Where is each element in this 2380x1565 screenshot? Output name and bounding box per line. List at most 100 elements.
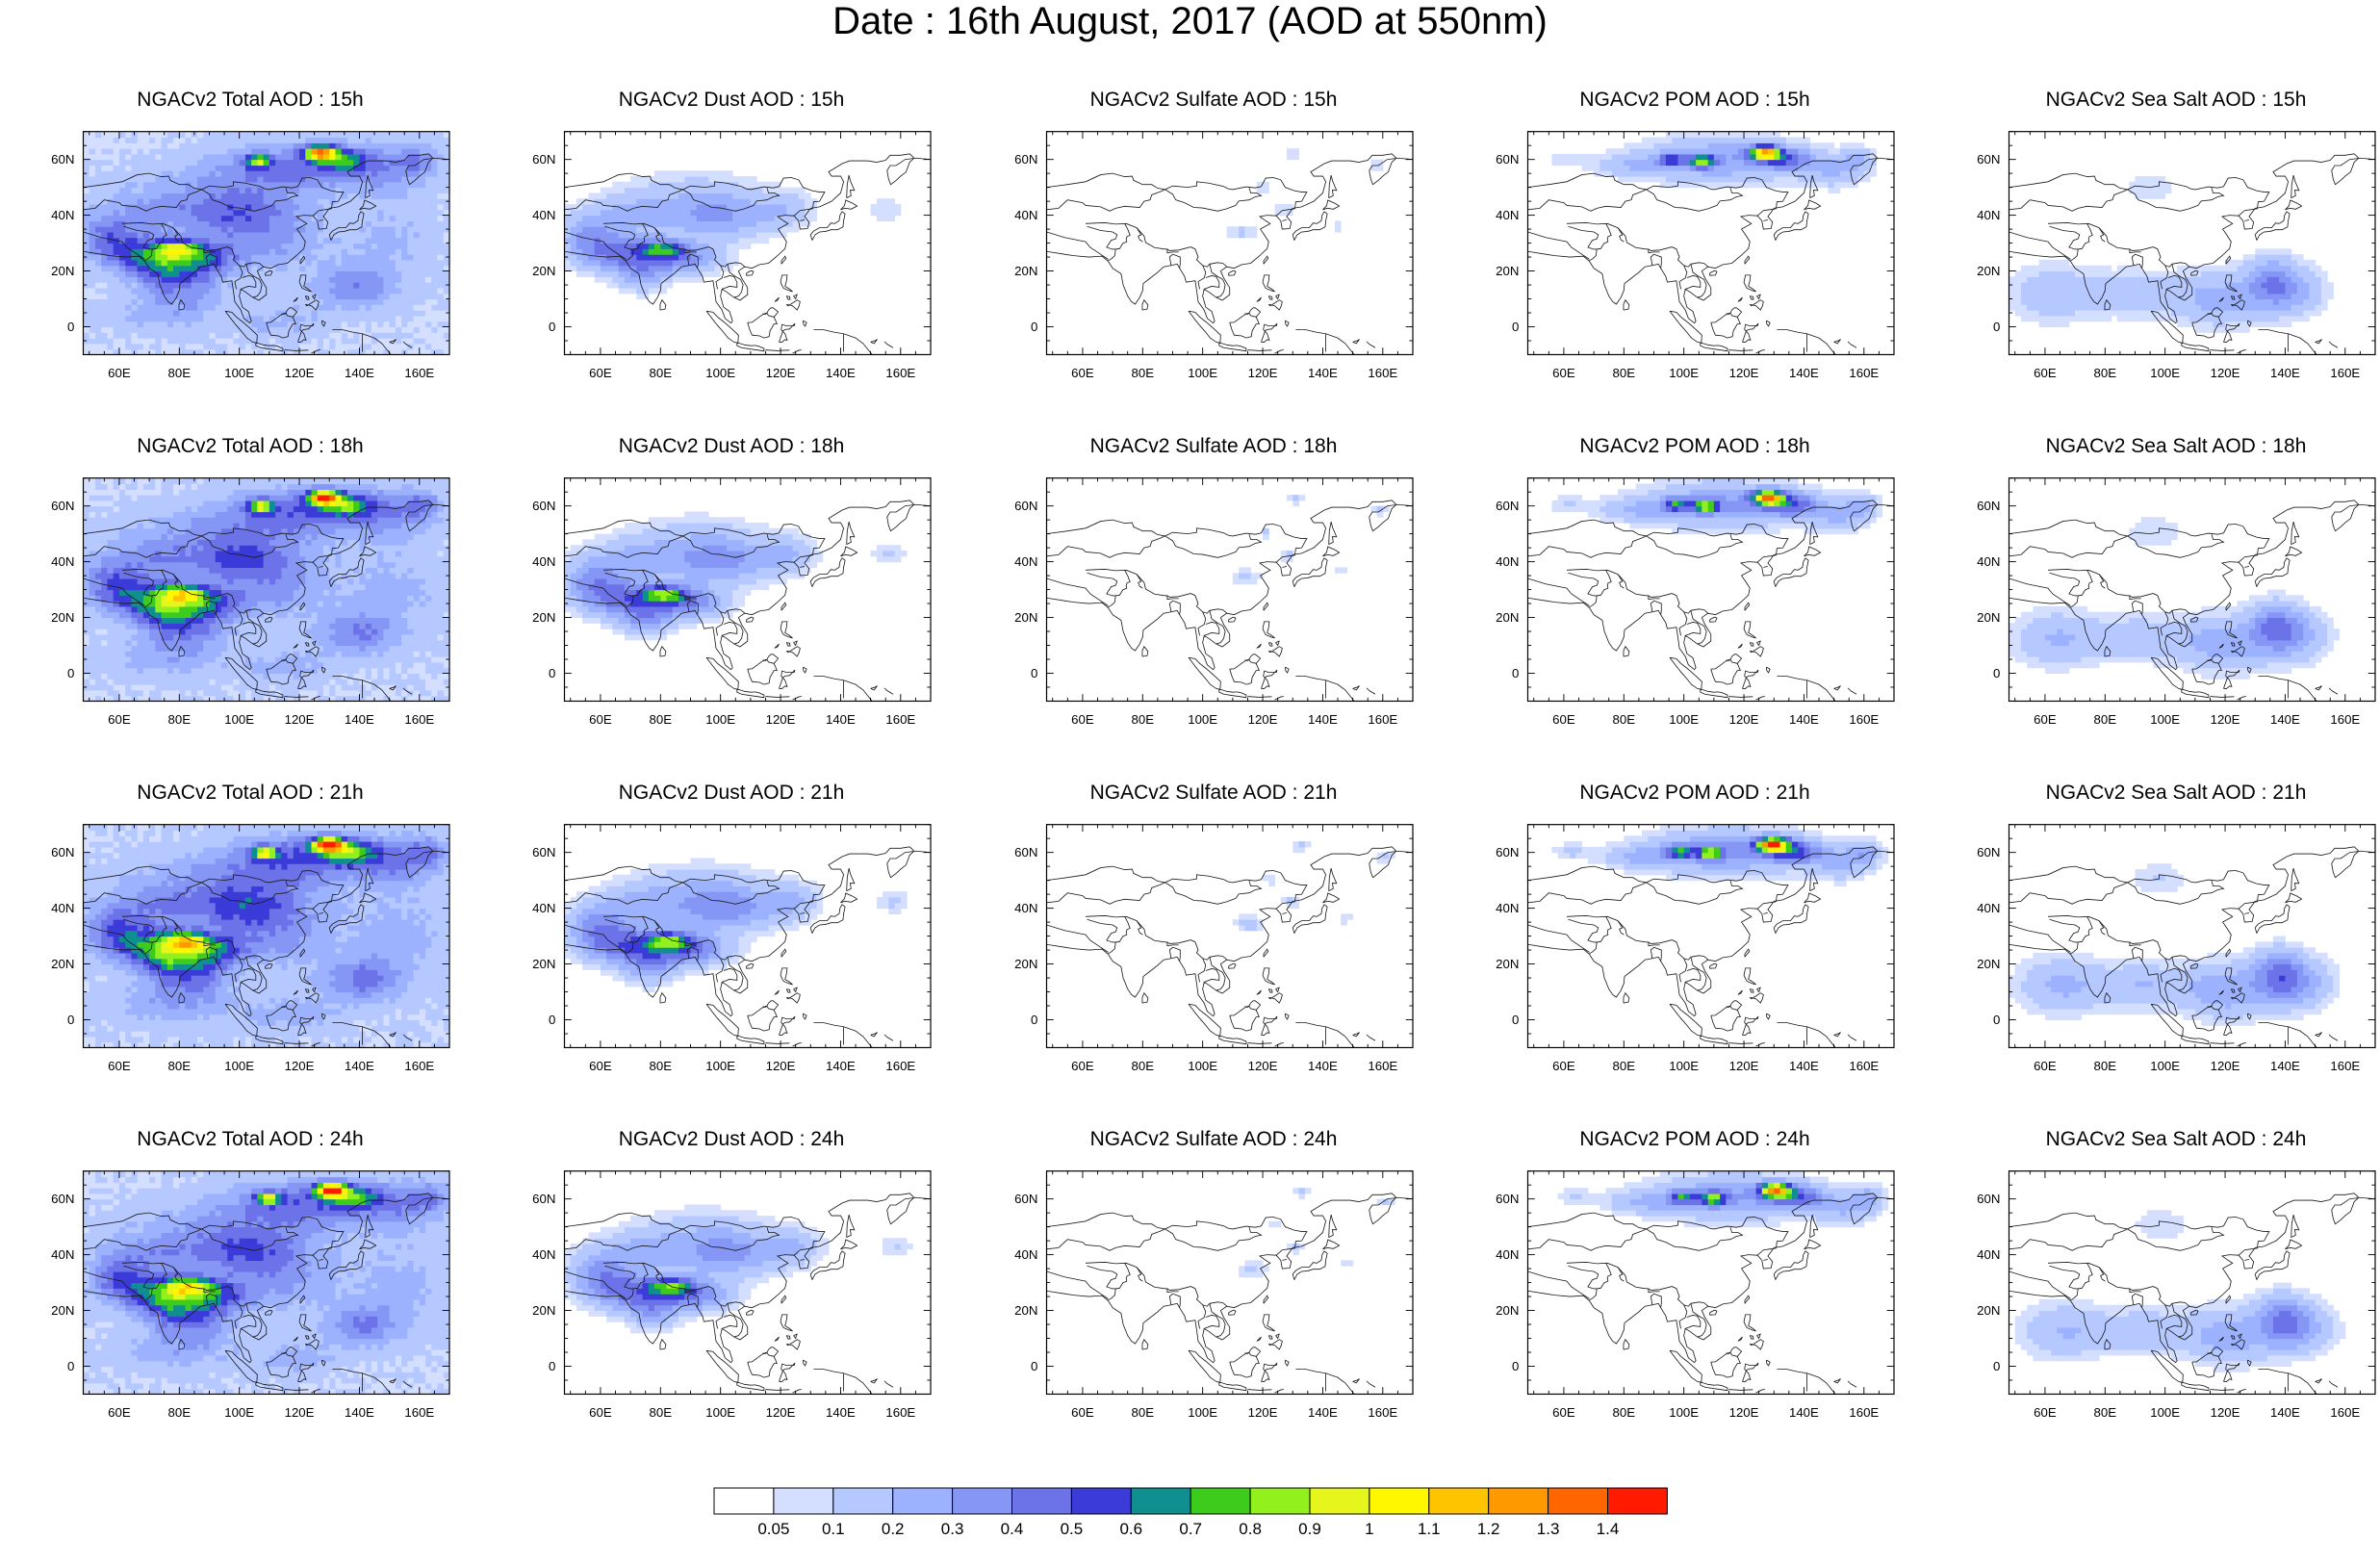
lon-tick-label: 140E bbox=[826, 1059, 856, 1073]
lon-tick-label: 160E bbox=[885, 366, 915, 380]
colorbar-swatch bbox=[1608, 1488, 1668, 1514]
lon-tick-label: 80E bbox=[168, 1059, 192, 1073]
lon-tick-label: 100E bbox=[224, 1059, 254, 1073]
lat-tick-label: 40N bbox=[1496, 1247, 1519, 1262]
lat-tick-label: 20N bbox=[1977, 1303, 2000, 1318]
lat-tick-label: 40N bbox=[532, 901, 555, 915]
colorbar-swatch bbox=[1190, 1488, 1250, 1514]
lon-tick-label: 160E bbox=[1849, 712, 1879, 727]
lon-tick-label: 60E bbox=[589, 712, 612, 727]
lat-tick-label: 40N bbox=[51, 1247, 74, 1262]
lat-tick-label: 0 bbox=[1031, 666, 1037, 680]
panel-title: NGACv2 Sulfate AOD : 15h bbox=[973, 89, 1454, 112]
colorbar-swatch bbox=[833, 1488, 893, 1514]
lat-tick-label: 60N bbox=[1496, 152, 1519, 167]
lat-tick-label: 60N bbox=[1014, 499, 1037, 513]
lat-tick-label: 60N bbox=[51, 845, 74, 859]
lon-tick-label: 80E bbox=[2094, 1059, 2117, 1073]
lat-tick-label: 60N bbox=[1014, 1192, 1037, 1206]
lat-tick-label: 0 bbox=[549, 1013, 555, 1027]
lat-tick-label: 0 bbox=[67, 1359, 74, 1373]
lat-tick-label: 40N bbox=[532, 1247, 555, 1262]
colorbar-swatch bbox=[953, 1488, 1012, 1514]
lon-tick-label: 80E bbox=[1132, 1059, 1155, 1073]
lon-tick-label: 100E bbox=[705, 366, 735, 380]
lat-tick-label: 60N bbox=[51, 499, 74, 513]
lat-tick-label: 0 bbox=[1993, 320, 2000, 334]
lon-tick-label: 100E bbox=[1669, 712, 1699, 727]
lon-tick-label: 160E bbox=[404, 366, 434, 380]
panel-title: NGACv2 Sulfate AOD : 21h bbox=[973, 782, 1454, 805]
lat-tick-label: 0 bbox=[549, 320, 555, 334]
lon-tick-label: 100E bbox=[1669, 1059, 1699, 1073]
lon-tick-label: 120E bbox=[1248, 1405, 1278, 1420]
lat-tick-label: 60N bbox=[1496, 845, 1519, 859]
lon-tick-label: 120E bbox=[285, 1059, 315, 1073]
lon-tick-label: 60E bbox=[2034, 712, 2057, 727]
lon-tick-label: 100E bbox=[1188, 1059, 1217, 1073]
panel-title: NGACv2 Sea Salt AOD : 15h bbox=[1935, 89, 2380, 112]
lat-tick-label: 20N bbox=[1014, 264, 1037, 278]
lon-tick-label: 140E bbox=[2270, 1405, 2300, 1420]
lat-tick-label: 20N bbox=[532, 957, 555, 971]
lon-tick-label: 60E bbox=[1071, 712, 1094, 727]
coastline bbox=[1046, 1193, 1413, 1395]
lon-tick-label: 80E bbox=[2094, 366, 2117, 380]
lon-tick-label: 60E bbox=[1552, 1405, 1575, 1420]
lon-tick-label: 140E bbox=[1308, 366, 1338, 380]
lon-tick-label: 100E bbox=[1188, 366, 1217, 380]
lat-tick-label: 20N bbox=[51, 610, 74, 625]
lon-tick-label: 140E bbox=[2270, 366, 2300, 380]
lon-tick-label: 140E bbox=[826, 712, 856, 727]
lat-tick-label: 20N bbox=[1496, 264, 1519, 278]
lat-tick-label: 60N bbox=[1977, 152, 2000, 167]
colorbar-swatch bbox=[714, 1488, 774, 1514]
panel-title: NGACv2 Total AOD : 24h bbox=[10, 1128, 491, 1151]
lon-tick-label: 60E bbox=[1552, 712, 1575, 727]
aod-field bbox=[83, 132, 449, 355]
lat-tick-label: 0 bbox=[1993, 1359, 2000, 1373]
lon-tick-label: 80E bbox=[1132, 712, 1155, 727]
lon-tick-label: 120E bbox=[1248, 712, 1278, 727]
lon-tick-label: 60E bbox=[1071, 366, 1094, 380]
lon-tick-label: 60E bbox=[2034, 366, 2057, 380]
panel-title: NGACv2 Total AOD : 21h bbox=[10, 782, 491, 805]
lon-tick-label: 100E bbox=[1188, 1405, 1217, 1420]
lat-tick-label: 40N bbox=[1496, 901, 1519, 915]
lat-tick-label: 40N bbox=[1014, 554, 1037, 569]
lon-tick-label: 160E bbox=[2330, 1059, 2360, 1073]
lon-tick-label: 160E bbox=[1849, 1405, 1879, 1420]
lat-tick-label: 60N bbox=[532, 1192, 555, 1206]
lat-tick-label: 20N bbox=[1496, 957, 1519, 971]
colorbar-swatch bbox=[1131, 1488, 1190, 1514]
lon-tick-label: 80E bbox=[1613, 712, 1636, 727]
lon-tick-label: 160E bbox=[2330, 1405, 2360, 1420]
lon-tick-label: 60E bbox=[2034, 1405, 2057, 1420]
lon-tick-label: 160E bbox=[885, 1405, 915, 1420]
lon-tick-label: 60E bbox=[1552, 366, 1575, 380]
lat-tick-label: 20N bbox=[532, 610, 555, 625]
colorbar-swatch bbox=[1369, 1488, 1429, 1514]
lat-tick-label: 0 bbox=[1031, 1013, 1037, 1027]
lat-tick-label: 60N bbox=[1014, 152, 1037, 167]
lon-tick-label: 160E bbox=[885, 1059, 915, 1073]
panel-title: NGACv2 Total AOD : 18h bbox=[10, 435, 491, 458]
lon-tick-label: 80E bbox=[650, 712, 673, 727]
lon-tick-label: 60E bbox=[589, 366, 612, 380]
